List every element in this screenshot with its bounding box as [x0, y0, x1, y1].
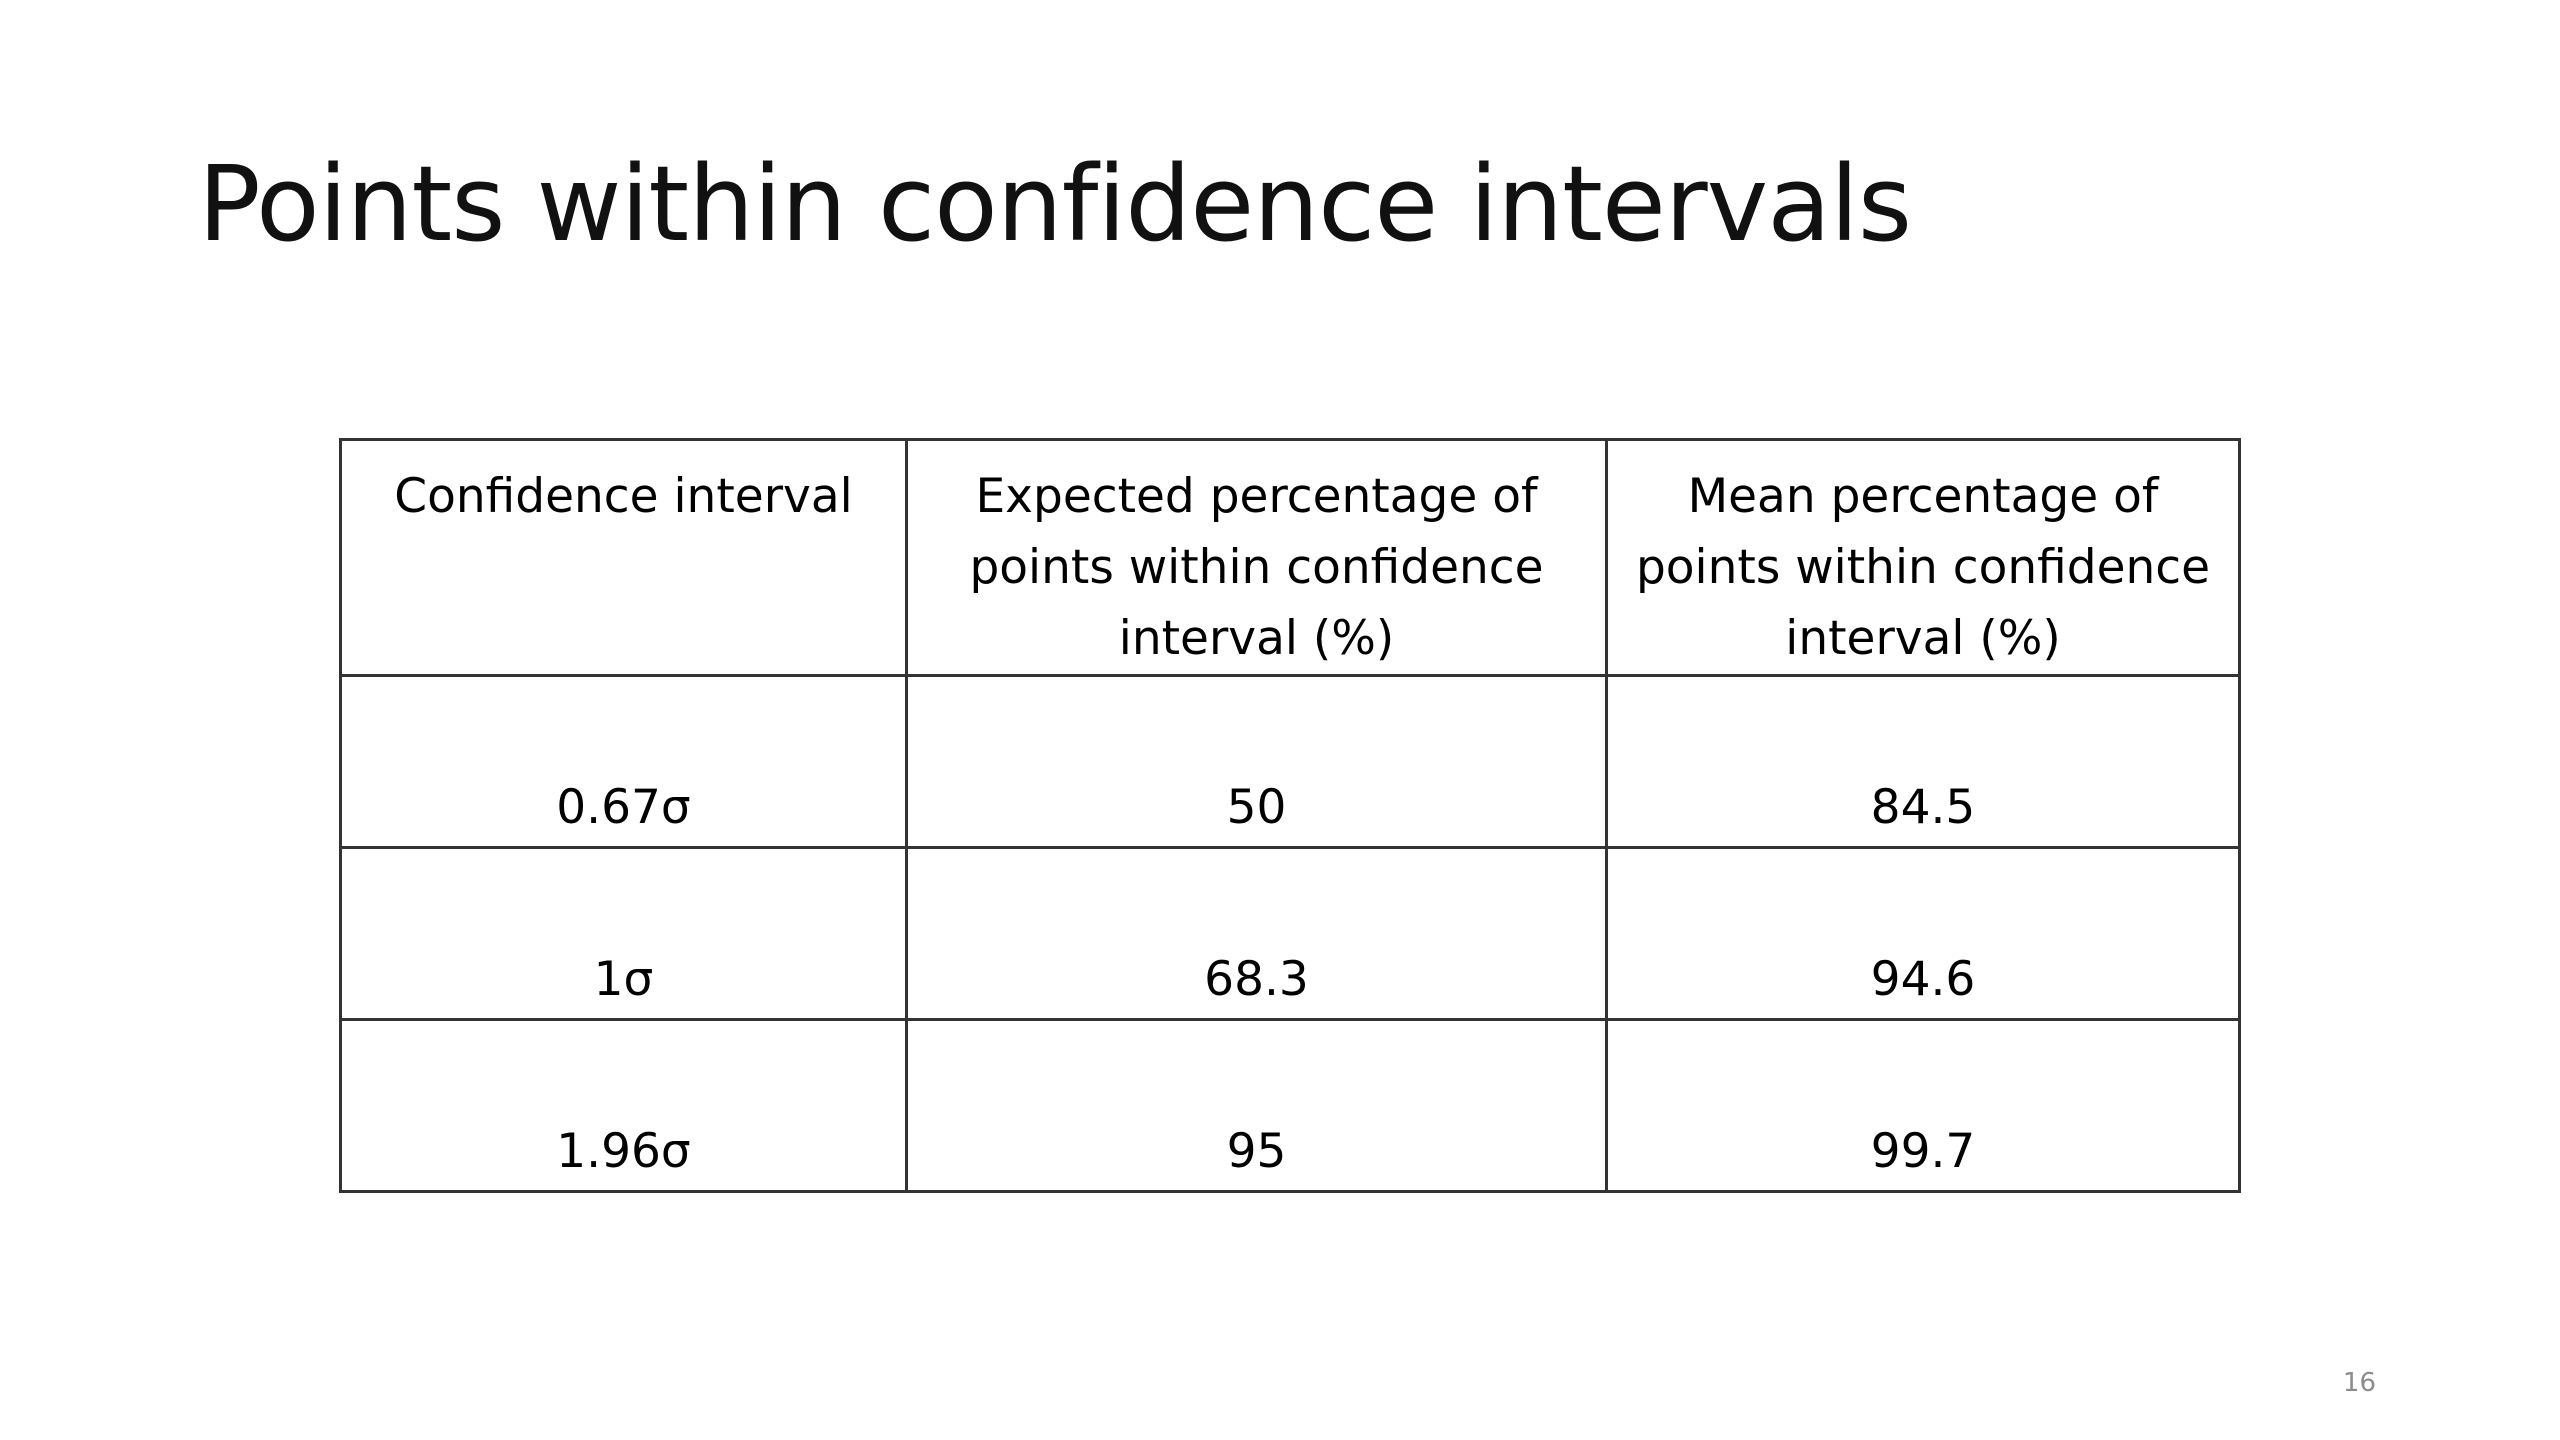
cell-expected-percentage: 95: [905, 1018, 1608, 1193]
cell-mean-percentage: 99.7: [1605, 1018, 2241, 1193]
table-header-row: Confidence interval Expected percentage …: [339, 438, 2241, 677]
cell-confidence-interval: 0.67σ: [339, 674, 908, 849]
cell-confidence-interval: 1σ: [339, 846, 908, 1021]
table-container: Confidence interval Expected percentage …: [339, 438, 2241, 1193]
slide-number: 16: [2342, 1368, 2376, 1398]
cell-confidence-interval: 1.96σ: [339, 1018, 908, 1193]
cell-mean-percentage: 84.5: [1605, 674, 2241, 849]
header-expected-percentage: Expected percentage of points within con…: [905, 438, 1608, 677]
table-row: 0.67σ 50 84.5: [339, 674, 2241, 849]
cell-mean-percentage: 94.6: [1605, 846, 2241, 1021]
slide-title: Points within confidence intervals: [198, 143, 1912, 265]
table-row: 1.96σ 95 99.7: [339, 1018, 2241, 1193]
cell-expected-percentage: 50: [905, 674, 1608, 849]
header-confidence-interval: Confidence interval: [339, 438, 908, 677]
table-row: 1σ 68.3 94.6: [339, 846, 2241, 1021]
confidence-interval-table: Confidence interval Expected percentage …: [339, 438, 2241, 1193]
header-mean-percentage: Mean percentage of points within confide…: [1605, 438, 2241, 677]
cell-expected-percentage: 68.3: [905, 846, 1608, 1021]
